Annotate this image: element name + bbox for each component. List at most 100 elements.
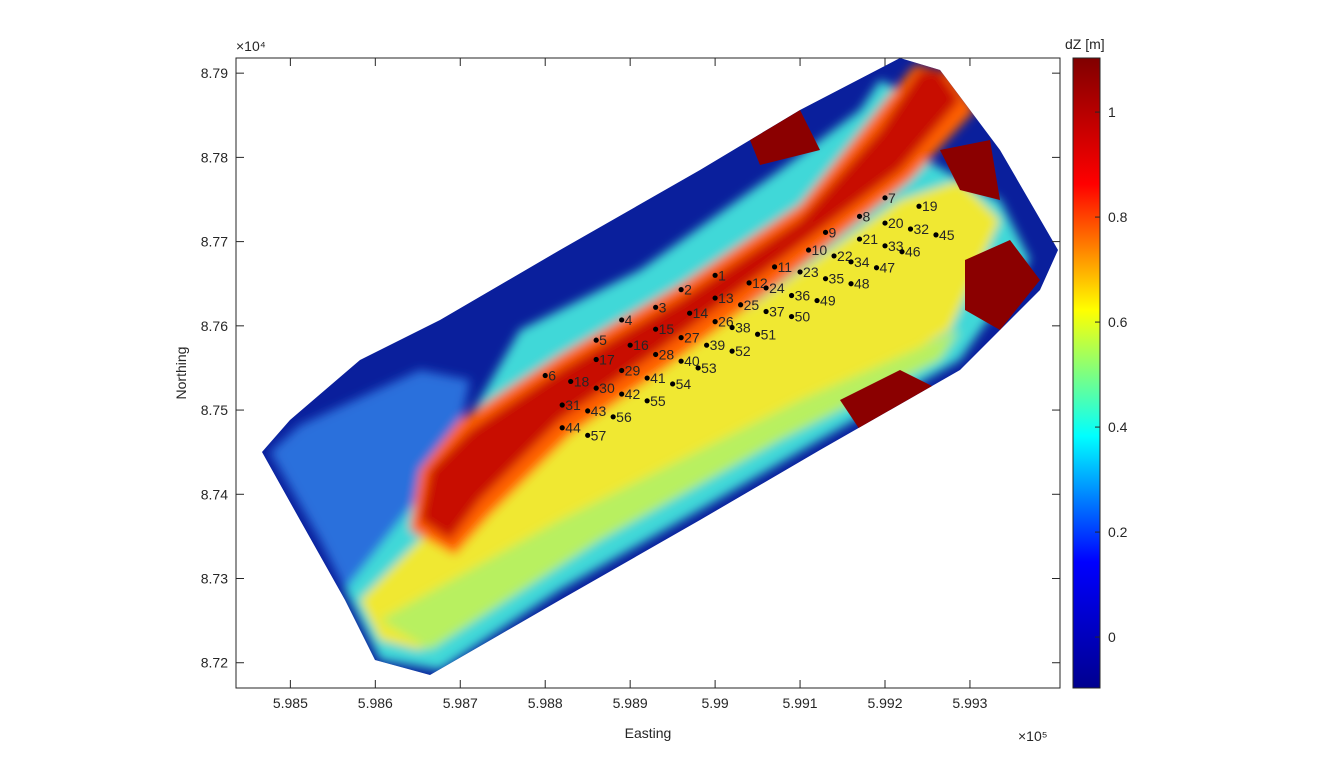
point: [585, 432, 591, 438]
point: [754, 331, 761, 337]
point: [653, 326, 659, 332]
point: [907, 226, 914, 232]
x-tick-label: 5.993: [952, 695, 987, 711]
point-label: 20: [888, 215, 904, 231]
point-label: 38: [735, 320, 751, 336]
point-label: 25: [744, 297, 760, 313]
point-label: 48: [854, 276, 870, 292]
point-label: 22: [837, 248, 853, 264]
point-label: 8: [863, 208, 871, 224]
point: [916, 203, 922, 209]
point-label: 37: [769, 304, 785, 320]
point-label: 6: [548, 368, 556, 384]
point-label: 36: [795, 288, 811, 304]
point-label: 55: [650, 393, 666, 409]
point-label: 19: [922, 198, 938, 214]
point-label: 24: [769, 280, 785, 296]
point-label: 16: [633, 337, 649, 353]
point-label: 7: [888, 190, 896, 206]
point-label: 13: [718, 290, 734, 306]
point-label: 23: [803, 264, 819, 280]
point-label: 35: [829, 271, 845, 287]
point-label: 28: [659, 346, 675, 362]
point-label: 51: [761, 326, 777, 342]
x-tick-label: 5.989: [613, 695, 648, 711]
point: [644, 375, 650, 381]
point: [559, 425, 565, 431]
point: [822, 229, 829, 235]
point: [729, 348, 735, 354]
point-label: 42: [625, 386, 641, 402]
y-tick-label: 8.79: [201, 65, 228, 81]
point: [593, 356, 599, 363]
point-label: 4: [625, 312, 633, 328]
x-axis-label: Easting: [625, 725, 672, 741]
x-tick-label: 5.987: [443, 695, 478, 711]
point-label: 29: [625, 362, 641, 378]
point: [593, 385, 599, 391]
point-label: 32: [913, 221, 929, 237]
colorbar-tick-label: 0.2: [1108, 524, 1128, 540]
y-tick-label: 8.78: [201, 149, 228, 165]
point-label: 43: [591, 403, 607, 419]
point: [704, 342, 710, 348]
point: [695, 365, 701, 371]
point: [899, 249, 905, 255]
point: [771, 264, 778, 270]
point-label: 34: [854, 254, 870, 270]
point: [822, 276, 829, 282]
x-tick-label: 5.991: [783, 695, 818, 711]
point: [627, 342, 633, 348]
point: [653, 304, 659, 310]
point-label: 45: [939, 227, 955, 243]
colorbar-tick-label: 1: [1108, 104, 1116, 120]
x-tick-label: 5.988: [528, 695, 563, 711]
point: [729, 324, 735, 331]
point: [593, 337, 599, 343]
point: [610, 414, 616, 420]
colorbar-tick-label: 0.8: [1108, 209, 1128, 225]
point-label: 14: [693, 305, 709, 321]
point: [678, 287, 684, 293]
y-tick-label: 8.74: [201, 486, 228, 502]
point-label: 41: [650, 370, 666, 386]
y-tick-label: 8.72: [201, 655, 228, 671]
point: [737, 302, 744, 308]
point-label: 52: [735, 343, 751, 359]
colorbar-tick-label: 0.4: [1108, 419, 1128, 435]
point-label: 5: [599, 332, 607, 348]
point: [805, 247, 812, 253]
point-label: 26: [718, 314, 734, 330]
point: [712, 295, 718, 301]
point-label: 10: [812, 242, 828, 258]
point-label: 39: [710, 337, 726, 353]
point-label: 46: [905, 244, 921, 260]
axes-box: [235, 57, 1061, 689]
point: [670, 381, 676, 387]
point: [814, 297, 820, 304]
point: [619, 317, 625, 323]
point-label: 47: [880, 260, 896, 276]
point: [746, 280, 752, 286]
point-label: 21: [863, 231, 879, 247]
y-tick-label: 8.73: [201, 571, 228, 587]
point: [568, 378, 574, 385]
point-label: 18: [574, 373, 590, 389]
point: [763, 285, 769, 291]
point-label: 30: [599, 380, 615, 396]
point-label: 9: [829, 224, 837, 240]
point-label: 54: [676, 376, 692, 392]
x-tick-label: 5.992: [867, 695, 902, 711]
point-label: 44: [565, 420, 581, 436]
point: [882, 195, 888, 201]
point: [712, 319, 718, 325]
point: [542, 372, 548, 379]
colorbar-tick-label: 0: [1108, 629, 1116, 645]
point-label: 53: [701, 360, 717, 376]
point: [882, 243, 888, 249]
point-label: 57: [591, 427, 607, 443]
x-tick-label: 5.99: [701, 695, 728, 711]
point: [856, 213, 863, 219]
point: [933, 232, 939, 238]
